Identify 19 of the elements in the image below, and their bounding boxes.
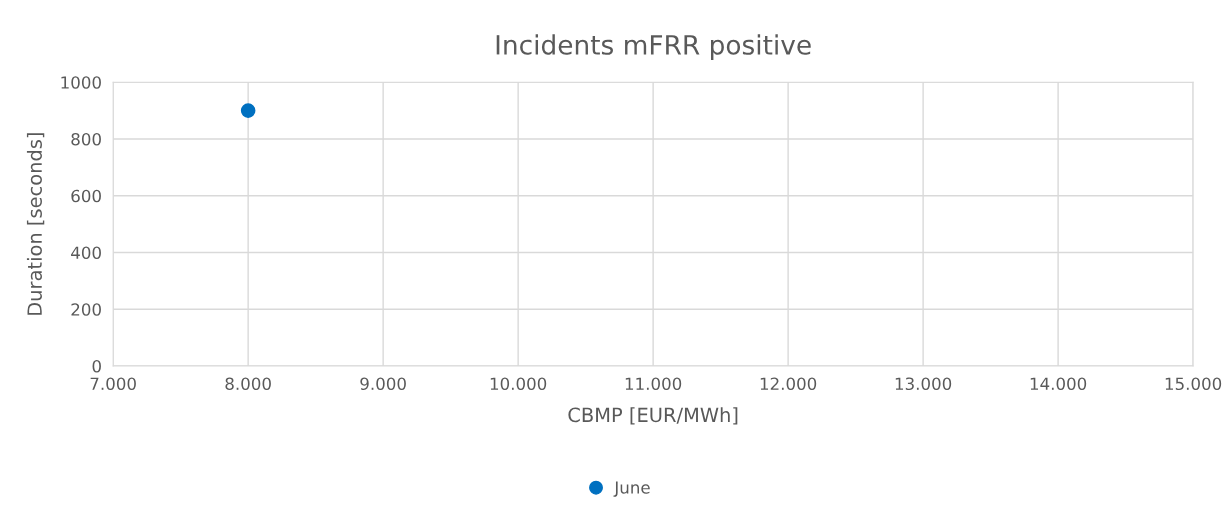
y-axis-title: Duration [seconds] — [26, 133, 45, 315]
x-tick-label: 14.000 — [1030, 377, 1087, 391]
chart-title: Incidents mFRR positive — [496, 34, 811, 60]
y-tick-label: 1000 — [61, 76, 101, 89]
y-tick-label: 200 — [71, 303, 101, 316]
x-axis-title: CBMP [EUR/MWh] — [568, 407, 738, 425]
x-tick-label: 9.000 — [360, 377, 406, 391]
x-tick-label: 10.000 — [490, 377, 547, 391]
x-tick-label: 15.000 — [1165, 377, 1222, 391]
x-tick-label: 8.000 — [225, 377, 271, 391]
x-tick-label: 11.000 — [625, 377, 682, 391]
x-tick-label: 12.000 — [760, 377, 817, 391]
y-tick-label: 400 — [71, 246, 101, 260]
x-tick-label: 7.000 — [90, 377, 136, 391]
y-tick-label: 0 — [92, 360, 101, 373]
y-tick-label: 600 — [71, 189, 101, 203]
x-tick-label: 13.000 — [895, 377, 952, 391]
legend-label: June — [613, 481, 650, 497]
y-tick-label: 800 — [71, 132, 101, 146]
